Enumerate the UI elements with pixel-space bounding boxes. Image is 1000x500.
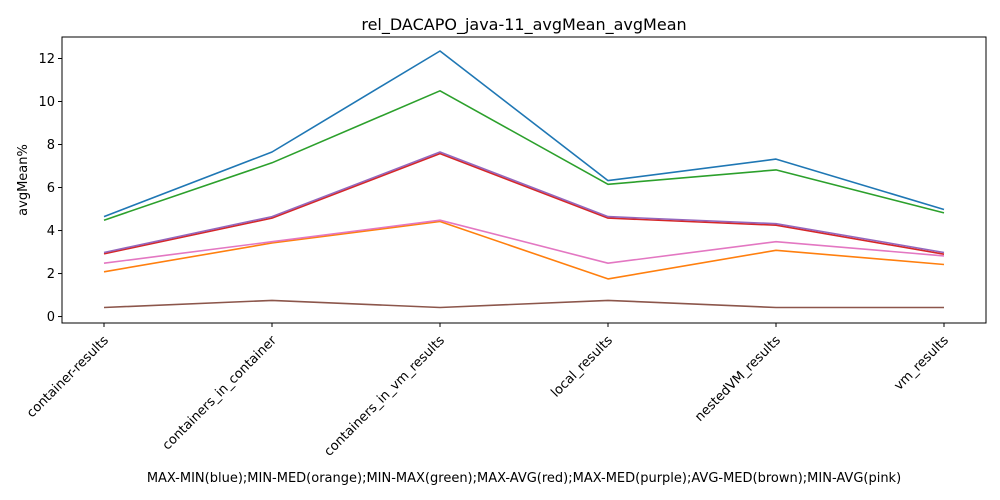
series-line-7 — [103, 219, 945, 265]
x-axis: container-results containers_in_container… — [24, 323, 952, 460]
x-tick-label: vm_results — [891, 333, 952, 394]
x-tick-label: container-results — [24, 333, 112, 421]
x-tick-label: containers_in_container — [160, 333, 281, 454]
y-tick-label: 10 — [38, 95, 55, 110]
x-tick-label: local_results — [548, 333, 616, 401]
y-tick-label: 8 — [47, 138, 55, 153]
chart-title: rel_DACAPO_java-11_avgMean_avgMean — [361, 15, 686, 35]
series-line-4 — [103, 152, 945, 255]
series-line-6 — [103, 299, 944, 309]
series-layer — [103, 50, 945, 309]
series-line-3 — [103, 90, 945, 221]
y-axis-label: avgMean% — [16, 144, 31, 216]
y-tick-label: 0 — [47, 310, 55, 325]
y-axis: 0 2 4 6 8 10 12 — [38, 52, 62, 325]
x-axis-label: MAX-MIN(blue);MIN-MED(orange);MIN-MAX(gr… — [147, 471, 901, 486]
y-tick-label: 4 — [47, 224, 55, 239]
plot-frame — [61, 36, 987, 324]
x-tick-label: containers_in_vm_results — [322, 333, 448, 459]
y-tick-label: 2 — [47, 267, 55, 282]
y-tick-label: 12 — [38, 52, 55, 67]
y-tick-label: 6 — [47, 181, 55, 196]
series-line-2 — [103, 220, 945, 280]
x-tick-label: nestedVM_results — [692, 333, 784, 425]
series-line-5 — [103, 151, 945, 254]
series-line-1 — [103, 50, 945, 218]
